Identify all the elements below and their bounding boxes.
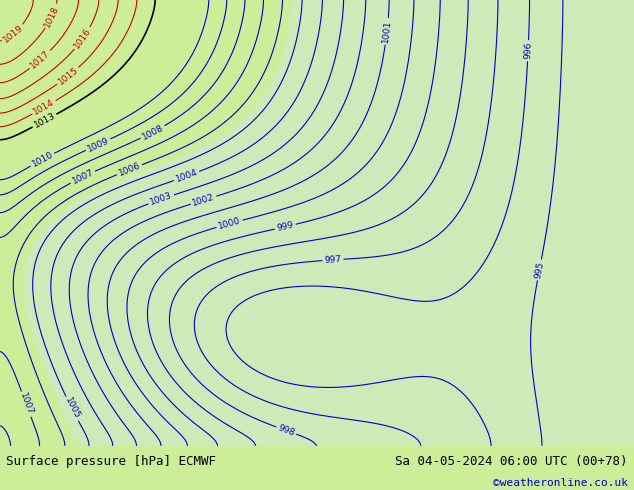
Text: 999: 999	[276, 220, 295, 233]
Text: 1016: 1016	[72, 26, 93, 50]
Text: 996: 996	[523, 42, 533, 59]
Text: 995: 995	[533, 261, 545, 279]
Text: 1019: 1019	[2, 24, 25, 45]
Text: 1017: 1017	[29, 49, 52, 71]
Text: 1002: 1002	[191, 193, 216, 208]
Text: 1009: 1009	[86, 136, 110, 153]
Text: 1013: 1013	[32, 111, 57, 130]
Text: 1015: 1015	[56, 66, 80, 87]
Text: 1006: 1006	[117, 161, 141, 178]
Text: 997: 997	[324, 255, 342, 265]
Text: 998: 998	[276, 423, 296, 438]
Text: 1003: 1003	[149, 191, 174, 207]
Text: 1005: 1005	[63, 396, 81, 421]
Text: ©weatheronline.co.uk: ©weatheronline.co.uk	[493, 478, 628, 489]
Text: 1018: 1018	[43, 4, 61, 29]
Text: 1007: 1007	[18, 392, 34, 416]
Text: 1010: 1010	[30, 150, 55, 169]
Text: Sa 04-05-2024 06:00 UTC (00+78): Sa 04-05-2024 06:00 UTC (00+78)	[395, 455, 628, 468]
Text: Surface pressure [hPa] ECMWF: Surface pressure [hPa] ECMWF	[6, 455, 216, 468]
Text: 1008: 1008	[140, 123, 165, 142]
Text: 1007: 1007	[70, 168, 95, 186]
Text: 1001: 1001	[381, 20, 392, 43]
Text: 1014: 1014	[32, 98, 56, 117]
Text: 1004: 1004	[174, 168, 199, 184]
Text: 1000: 1000	[217, 216, 242, 231]
